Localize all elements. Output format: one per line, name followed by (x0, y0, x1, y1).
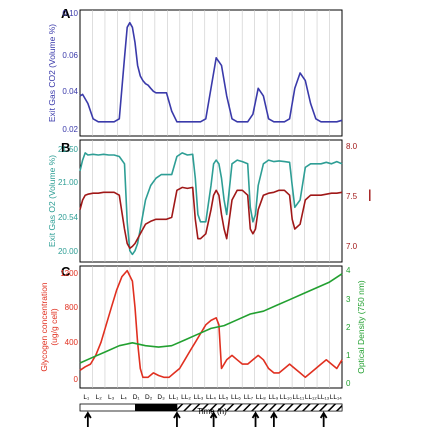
x-tick-label: LL₉ (268, 394, 278, 401)
y-tick-label: 0.10 (62, 9, 78, 18)
series-line-optical-density (79, 273, 343, 364)
y2-tick-label: 7.5 (346, 192, 358, 201)
series-a (79, 21, 343, 123)
y-axis-label-c-line1: Glycogen concentration (39, 282, 49, 372)
x-tick-label: LL₁₂ (305, 394, 317, 401)
series-line-o2 (79, 152, 343, 256)
x-axis-label: Time (h) (197, 407, 227, 416)
y-ticks-b: 21.50 21.00 20.54 20.00 (58, 145, 79, 256)
y-tick-label: 20.54 (58, 213, 79, 222)
x-tick-label: LL₆ (231, 394, 241, 401)
hatched-bar-segment (176, 403, 343, 412)
y-axis-label-b: Exit Gas O2 (Volume %) (47, 155, 57, 247)
y-tick-label: 0.04 (62, 87, 78, 96)
y-tick-label: 800 (65, 303, 79, 312)
y2-tick-label: 3 (346, 295, 351, 304)
sampling-arrow (251, 411, 260, 427)
y2-axis-label-c: Optical Density (750 nm) (356, 280, 366, 374)
series-line-co2 (79, 21, 343, 123)
sampling-arrow (173, 411, 181, 427)
dark-bar-segment (135, 404, 177, 411)
y-axis-label-a: Exit Gas CO2 (Volume %) (47, 24, 57, 122)
sampling-arrows (84, 411, 328, 427)
x-tick-label: L₃ (108, 394, 115, 401)
x-tick-labels: L₁ L₂ L₃ L₄ D₁ D₂ D₃ LL₁ LL₂ LL₃ LL₄ LL₅ LL₆ LL₇ LL₈ LL… (83, 394, 342, 401)
series-b (79, 152, 343, 256)
panel-b: B 21.50 21.00 20.54 20.00 8.0 7.5 7.0 l … (47, 139, 372, 263)
series-line-ph (79, 186, 343, 250)
sampling-arrow (84, 411, 92, 427)
y-tick-label: 20.00 (58, 247, 79, 256)
y2-tick-label: 7.0 (346, 242, 358, 251)
grid-b (92, 140, 330, 262)
x-tick-label: L₁ (83, 394, 90, 401)
x-tick-label: D₂ (145, 394, 153, 401)
y-tick-label: 400 (65, 338, 79, 347)
x-tick-label: LL₁₀ (280, 394, 292, 401)
y2-tick-label: 2 (346, 323, 351, 332)
x-tick-label: LL₂ (181, 394, 191, 401)
y2-tick-label: 1 (346, 351, 351, 360)
grid-a (92, 10, 330, 136)
x-tick-label: L₄ (121, 394, 128, 401)
x-tick-label: LL₃ (194, 394, 204, 401)
sampling-arrow (270, 411, 278, 427)
panel-label-c: C (61, 264, 71, 279)
y-tick-label: 0 (74, 375, 79, 384)
y-axis-label-c-line2: (ug/g cell) (49, 308, 59, 345)
plot-frame-c (79, 265, 343, 389)
x-tick-label: LL₁ (169, 394, 179, 401)
plot-frame-b (79, 139, 343, 263)
sampling-arrow (209, 411, 218, 427)
light-dark-bar: Time (h) (79, 403, 343, 416)
series-c (79, 269, 343, 379)
x-tick-label: LL₁₄ (330, 394, 342, 401)
y2-ticks-c: 4 3 2 1 0 (346, 266, 351, 388)
side-mark-b: l (368, 188, 372, 205)
y-tick-label: 21.50 (58, 145, 79, 154)
panel-label-b: B (61, 140, 70, 155)
y-tick-label: 21.00 (58, 178, 79, 187)
grid-c (92, 266, 330, 388)
panel-label-a: A (61, 6, 71, 21)
series-line-glycogen (79, 269, 343, 379)
panel-a: A 0.10 0.06 0.04 0.02 Exit Gas CO2 (Volu… (47, 6, 343, 137)
y-tick-label: 1200 (60, 269, 78, 278)
x-tick-label: LL₁₁ (293, 394, 305, 401)
x-tick-label: LL₇ (244, 394, 253, 401)
y2-tick-label: 0 (346, 379, 351, 388)
y2-ticks-b: 8.0 7.5 7.0 (346, 142, 358, 251)
y-tick-label: 0.02 (62, 125, 78, 134)
plot-frame-a (79, 9, 343, 137)
x-tick-label: LL₄ (206, 394, 216, 401)
y-ticks-a: 0.10 0.06 0.04 0.02 (62, 9, 78, 134)
y2-tick-label: 4 (346, 266, 351, 275)
x-tick-label: D₁ (133, 394, 141, 401)
y2-tick-label: 8.0 (346, 142, 358, 151)
x-tick-label: LL₈ (256, 394, 266, 401)
panel-c: C 1200 800 400 0 4 3 2 1 0 Glycogen conc… (39, 264, 366, 389)
y-ticks-c: 1200 800 400 0 (60, 269, 78, 384)
x-tick-label: LL₁₃ (317, 394, 329, 401)
x-tick-label: L₂ (96, 394, 103, 401)
sampling-arrow (319, 411, 328, 427)
y-tick-label: 0.06 (62, 51, 78, 60)
x-tick-label: LL₅ (219, 394, 229, 401)
x-tick-label: D₃ (157, 394, 165, 401)
